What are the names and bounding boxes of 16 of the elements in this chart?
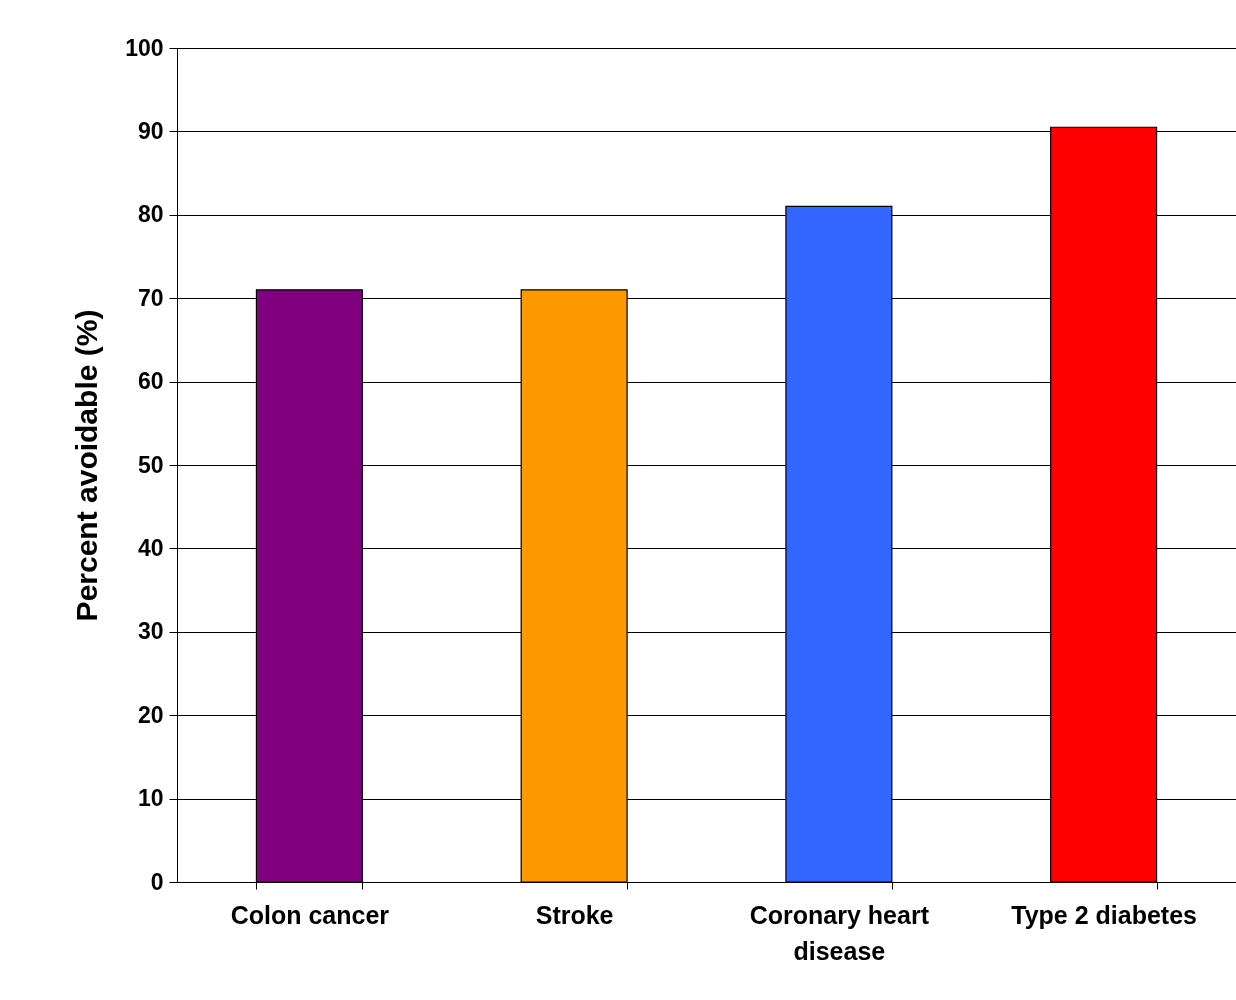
y-tick-label: 40 xyxy=(137,534,164,561)
y-tick-label: 0 xyxy=(150,868,164,895)
y-tick-label: 50 xyxy=(137,451,164,478)
y-tick-label: 20 xyxy=(137,701,164,728)
y-tick-label: 10 xyxy=(137,785,164,812)
y-tick-label: 100 xyxy=(125,34,164,61)
x-tick-label: Coronary heart disease xyxy=(749,900,930,965)
y-tick-label: 60 xyxy=(137,368,164,395)
y-axis-title: Percent avoidable (%) xyxy=(70,309,104,622)
x-tick-label: Stroke xyxy=(535,900,614,929)
y-tick-label: 80 xyxy=(137,201,164,228)
y-tick-label: 70 xyxy=(137,284,164,311)
x-tick-label: Colon cancer xyxy=(230,900,390,929)
y-tick-label: 90 xyxy=(137,117,164,144)
y-tick-label: 30 xyxy=(137,618,164,645)
x-tick-label: Type 2 diabetes xyxy=(1011,900,1197,929)
